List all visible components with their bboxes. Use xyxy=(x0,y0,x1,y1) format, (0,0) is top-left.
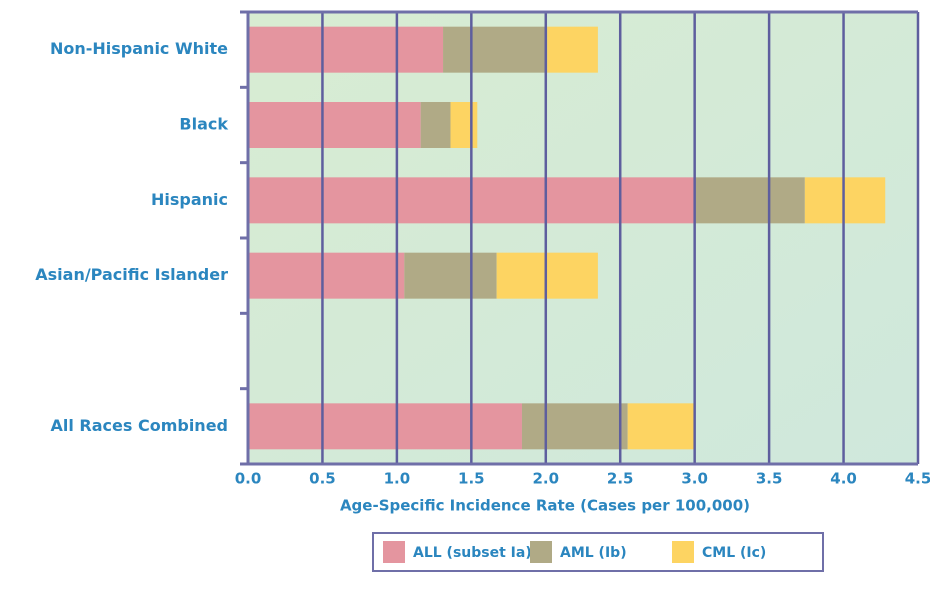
bar-segment xyxy=(443,26,548,73)
x-tick-label: 2.0 xyxy=(532,470,559,488)
bar-segment xyxy=(248,102,421,148)
bar-segment xyxy=(521,403,628,450)
x-tick-label: 0.5 xyxy=(309,470,336,488)
legend-swatch xyxy=(672,541,694,563)
y-tick-label: Asian/Pacific Islander xyxy=(35,265,228,284)
bar-segment xyxy=(450,102,478,148)
y-tick-label: Black xyxy=(179,115,228,134)
y-tick-label: All Races Combined xyxy=(50,416,228,435)
x-tick-label: 2.5 xyxy=(607,470,634,488)
legend-label: CML (Ic) xyxy=(702,545,766,561)
x-tick-label: 1.5 xyxy=(458,470,485,488)
x-tick-label: 4.5 xyxy=(905,470,930,488)
legend-label: ALL (subset Ia) xyxy=(413,545,532,561)
x-axis-title: Age-Specific Incidence Rate (Cases per 1… xyxy=(340,497,750,515)
x-tick-label: 1.0 xyxy=(384,470,411,488)
bar-segment xyxy=(248,403,522,450)
y-tick-label: Hispanic xyxy=(151,190,228,209)
legend-box xyxy=(372,532,824,572)
bar-segment xyxy=(248,26,444,73)
y-tick-label: Non-Hispanic White xyxy=(50,39,228,58)
bar-segment xyxy=(627,403,695,450)
plot-background xyxy=(248,12,918,464)
legend-label: AML (Ib) xyxy=(560,545,627,561)
bar-segment xyxy=(694,177,805,224)
legend-swatch xyxy=(530,541,552,563)
x-tick-label: 3.5 xyxy=(756,470,783,488)
x-tick-label: 0.0 xyxy=(235,470,262,488)
x-tick-label: 4.0 xyxy=(830,470,857,488)
bar-segment xyxy=(248,252,405,299)
bar-segment xyxy=(804,177,886,224)
bar-segment xyxy=(547,26,598,73)
bar-segment xyxy=(404,252,497,299)
legend-swatch xyxy=(383,541,405,563)
x-tick-label: 3.0 xyxy=(681,470,708,488)
bar-segment xyxy=(420,102,451,148)
bar-segment xyxy=(496,252,598,299)
